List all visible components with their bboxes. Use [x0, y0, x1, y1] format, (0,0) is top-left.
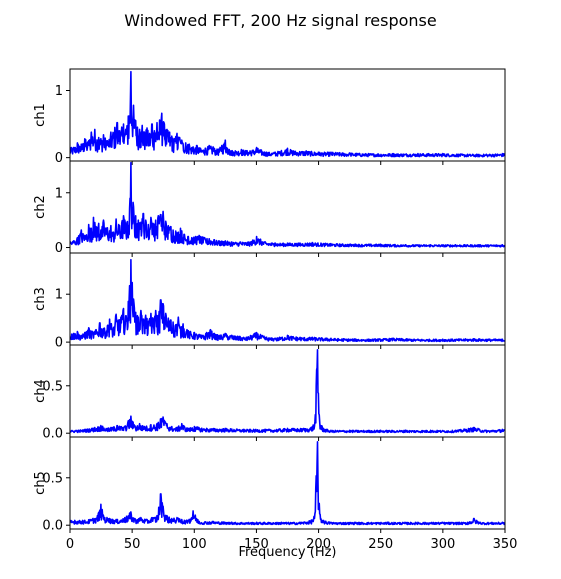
- y-tick-label: 0: [55, 241, 63, 256]
- y-axis-label: ch4: [33, 379, 48, 403]
- series-line-ch4: [70, 348, 505, 434]
- y-tick-label: 0.0: [42, 427, 63, 442]
- subplot-ch3: 0 1 ch3: [33, 252, 506, 351]
- y-tick-label: 0.0: [42, 519, 63, 534]
- subplot-ch1: 0 1 ch1: [33, 68, 506, 166]
- subplot-ch2: 0 1 ch2: [33, 160, 506, 257]
- series-line-ch5: [70, 440, 505, 526]
- y-tick-label: 1: [55, 288, 63, 303]
- x-axis: 0 50 100 150 200 250 300 350: [66, 537, 518, 552]
- y-axis-label: ch3: [33, 287, 48, 311]
- chart-title: Windowed FFT, 200 Hz signal response: [124, 11, 436, 30]
- x-tick-label: 0: [66, 537, 74, 552]
- y-tick-label: 0.5: [42, 379, 63, 394]
- y-tick-label: 0.5: [42, 471, 63, 486]
- y-tick-label: 0: [55, 151, 63, 166]
- x-tick-label: 50: [124, 537, 141, 552]
- y-tick-label: 0: [55, 336, 63, 351]
- y-tick-label: 1: [55, 186, 63, 201]
- axes-frame: [69, 436, 506, 530]
- axes-frame: [69, 344, 506, 438]
- x-axis-label: Frequency (Hz): [238, 545, 336, 560]
- y-axis-label: ch5: [33, 471, 48, 495]
- x-tick-label: 350: [493, 537, 518, 552]
- x-tick-label: 250: [368, 537, 393, 552]
- series-line-ch1: [70, 70, 505, 158]
- axes-frame: [69, 160, 506, 254]
- y-tick-label: 1: [55, 84, 63, 99]
- series-line-ch2: [70, 161, 505, 248]
- x-tick-label: 150: [244, 537, 269, 552]
- axes-frame: [69, 68, 506, 162]
- axes-frame: [69, 252, 506, 346]
- y-axis-label: ch2: [33, 195, 48, 219]
- series-line-ch3: [70, 258, 505, 343]
- x-tick-label: 200: [306, 537, 331, 552]
- x-tick-label: 300: [430, 537, 455, 552]
- x-tick-label: 100: [182, 537, 207, 552]
- y-axis-label: ch1: [33, 103, 48, 127]
